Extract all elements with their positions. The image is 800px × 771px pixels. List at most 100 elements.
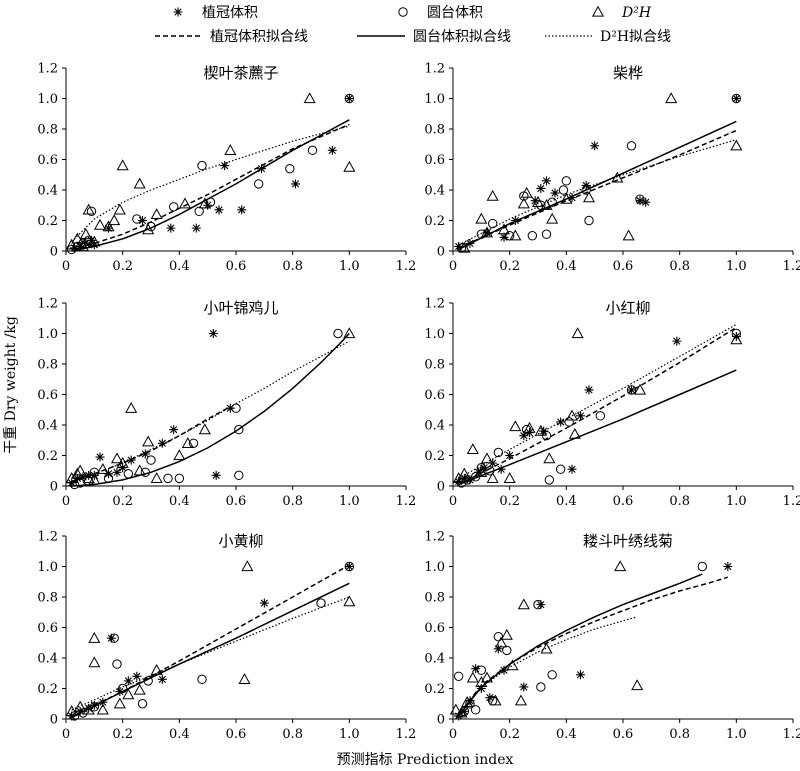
data-point-circle xyxy=(547,670,557,680)
y-tick-label: 1.2 xyxy=(37,530,58,545)
fit-line xyxy=(458,326,737,486)
x-tick-label: 0.4 xyxy=(556,727,577,742)
data-point-asterisk xyxy=(95,452,105,462)
y-tick-label: 0.6 xyxy=(37,388,58,403)
y-tick-label: 1.2 xyxy=(424,297,445,312)
y-axis-title: 干重 Dry weight /kg xyxy=(3,316,19,454)
y-tick-label: 1.2 xyxy=(37,62,58,77)
data-point-asterisk xyxy=(84,470,94,480)
data-point-circle xyxy=(731,328,742,339)
data-point-circle xyxy=(485,466,495,476)
x-tick-label: 0.2 xyxy=(499,727,520,742)
data-point-asterisk xyxy=(166,223,176,233)
y-tick-label: 0.8 xyxy=(37,123,58,138)
x-tick-label: 0 xyxy=(449,494,457,509)
y-tick-label: 0 xyxy=(50,713,58,728)
data-point-circle xyxy=(103,473,114,484)
data-point-triangle xyxy=(303,92,316,104)
y-tick-label: 0.4 xyxy=(37,419,58,434)
x-tick-label: 0.6 xyxy=(226,727,247,742)
data-point-circle xyxy=(194,206,204,217)
data-point-asterisk xyxy=(84,703,94,713)
data-point-circle xyxy=(333,328,343,339)
data-point-triangle xyxy=(96,703,109,715)
data-point-circle xyxy=(344,93,355,104)
data-point-triangle xyxy=(455,706,468,718)
data-point-asterisk xyxy=(87,235,96,245)
y-tick-label: 0 xyxy=(437,480,445,495)
panel-title: 小黄柳 xyxy=(218,532,263,550)
data-point-circle xyxy=(231,403,241,413)
x-tick-label: 0.8 xyxy=(282,727,303,742)
x-tick-label: 0.4 xyxy=(556,259,577,274)
data-point-triangle xyxy=(238,673,251,685)
y-tick-label: 0.2 xyxy=(37,682,58,697)
data-point-triangle xyxy=(88,631,101,643)
y-tick-label: 0.2 xyxy=(424,682,445,697)
legend-label-frustum: 圆台体积 xyxy=(427,5,483,21)
data-point-triangle xyxy=(133,683,146,695)
x-tick-label: 0.6 xyxy=(613,727,634,742)
data-point-triangle xyxy=(88,656,101,668)
x-tick-label: 0.4 xyxy=(169,259,190,274)
data-point-triangle xyxy=(116,159,129,171)
x-tick-label: 0 xyxy=(449,727,457,742)
data-point-asterisk xyxy=(257,164,266,174)
data-point-triangle xyxy=(241,560,254,572)
y-tick-label: 0 xyxy=(50,480,58,495)
panel-title: 耧斗叶绣线菊 xyxy=(583,532,673,550)
data-point-asterisk xyxy=(208,329,218,338)
data-point-circle xyxy=(453,671,464,681)
data-point-circle xyxy=(163,473,173,484)
data-point-asterisk xyxy=(211,470,221,480)
data-point-circle xyxy=(132,214,142,224)
data-point-triangle xyxy=(503,472,516,484)
data-point-asterisk xyxy=(70,243,79,253)
data-point-circle xyxy=(493,447,504,458)
x-tick-label: 0.2 xyxy=(499,259,520,274)
x-tick-label: 0 xyxy=(449,259,457,274)
data-point-triangle xyxy=(475,466,488,477)
data-point-triangle xyxy=(514,694,528,706)
x-tick-label: 1.0 xyxy=(726,494,747,509)
panel-3: 0 0.2 0.4 0.6 0.8 1.0 1.2 0 0.2 0.4 0.6 0.8 1.0 1.2 小叶… xyxy=(37,297,416,510)
data-point-triangle xyxy=(224,144,237,156)
x-tick-label: 1.0 xyxy=(339,727,360,742)
data-point-asterisk xyxy=(138,216,147,225)
data-point-circle xyxy=(137,699,148,709)
data-point-circle xyxy=(519,191,529,201)
x-tick-label: 1.0 xyxy=(339,494,360,509)
data-point-triangle xyxy=(102,220,115,232)
legend-marker-crown xyxy=(173,7,183,17)
data-point-triangle xyxy=(461,695,474,707)
data-point-asterisk xyxy=(584,385,594,395)
data-point-asterisk xyxy=(536,183,546,193)
fit-line xyxy=(71,119,350,252)
y-tick-label: 1.0 xyxy=(424,92,445,107)
data-point-asterisk xyxy=(576,411,585,421)
data-point-asterisk xyxy=(550,188,560,198)
data-point-triangle xyxy=(506,659,519,671)
fit-line xyxy=(458,573,703,717)
y-tick-label: 1.0 xyxy=(424,327,445,342)
data-point-triangle xyxy=(568,427,581,439)
data-point-asterisk xyxy=(126,455,136,465)
data-point-triangle xyxy=(540,199,553,210)
data-point-asterisk xyxy=(505,451,515,460)
y-tick-label: 1.0 xyxy=(37,92,58,107)
legend-label-d2h: D²H xyxy=(621,5,652,21)
data-point-asterisk xyxy=(459,706,469,716)
data-point-triangle xyxy=(150,663,163,675)
data-point-triangle xyxy=(88,235,101,247)
data-point-triangle xyxy=(509,229,522,241)
data-point-triangle xyxy=(534,424,547,436)
y-tick-label: 1.2 xyxy=(424,530,445,545)
data-point-circle xyxy=(146,455,156,465)
fit-line xyxy=(71,123,350,251)
data-point-triangle xyxy=(343,595,356,607)
data-point-circle xyxy=(626,141,637,151)
data-point-asterisk xyxy=(493,644,503,654)
data-point-circle xyxy=(470,705,481,715)
data-point-asterisk xyxy=(191,223,201,233)
data-point-triangle xyxy=(509,420,522,432)
